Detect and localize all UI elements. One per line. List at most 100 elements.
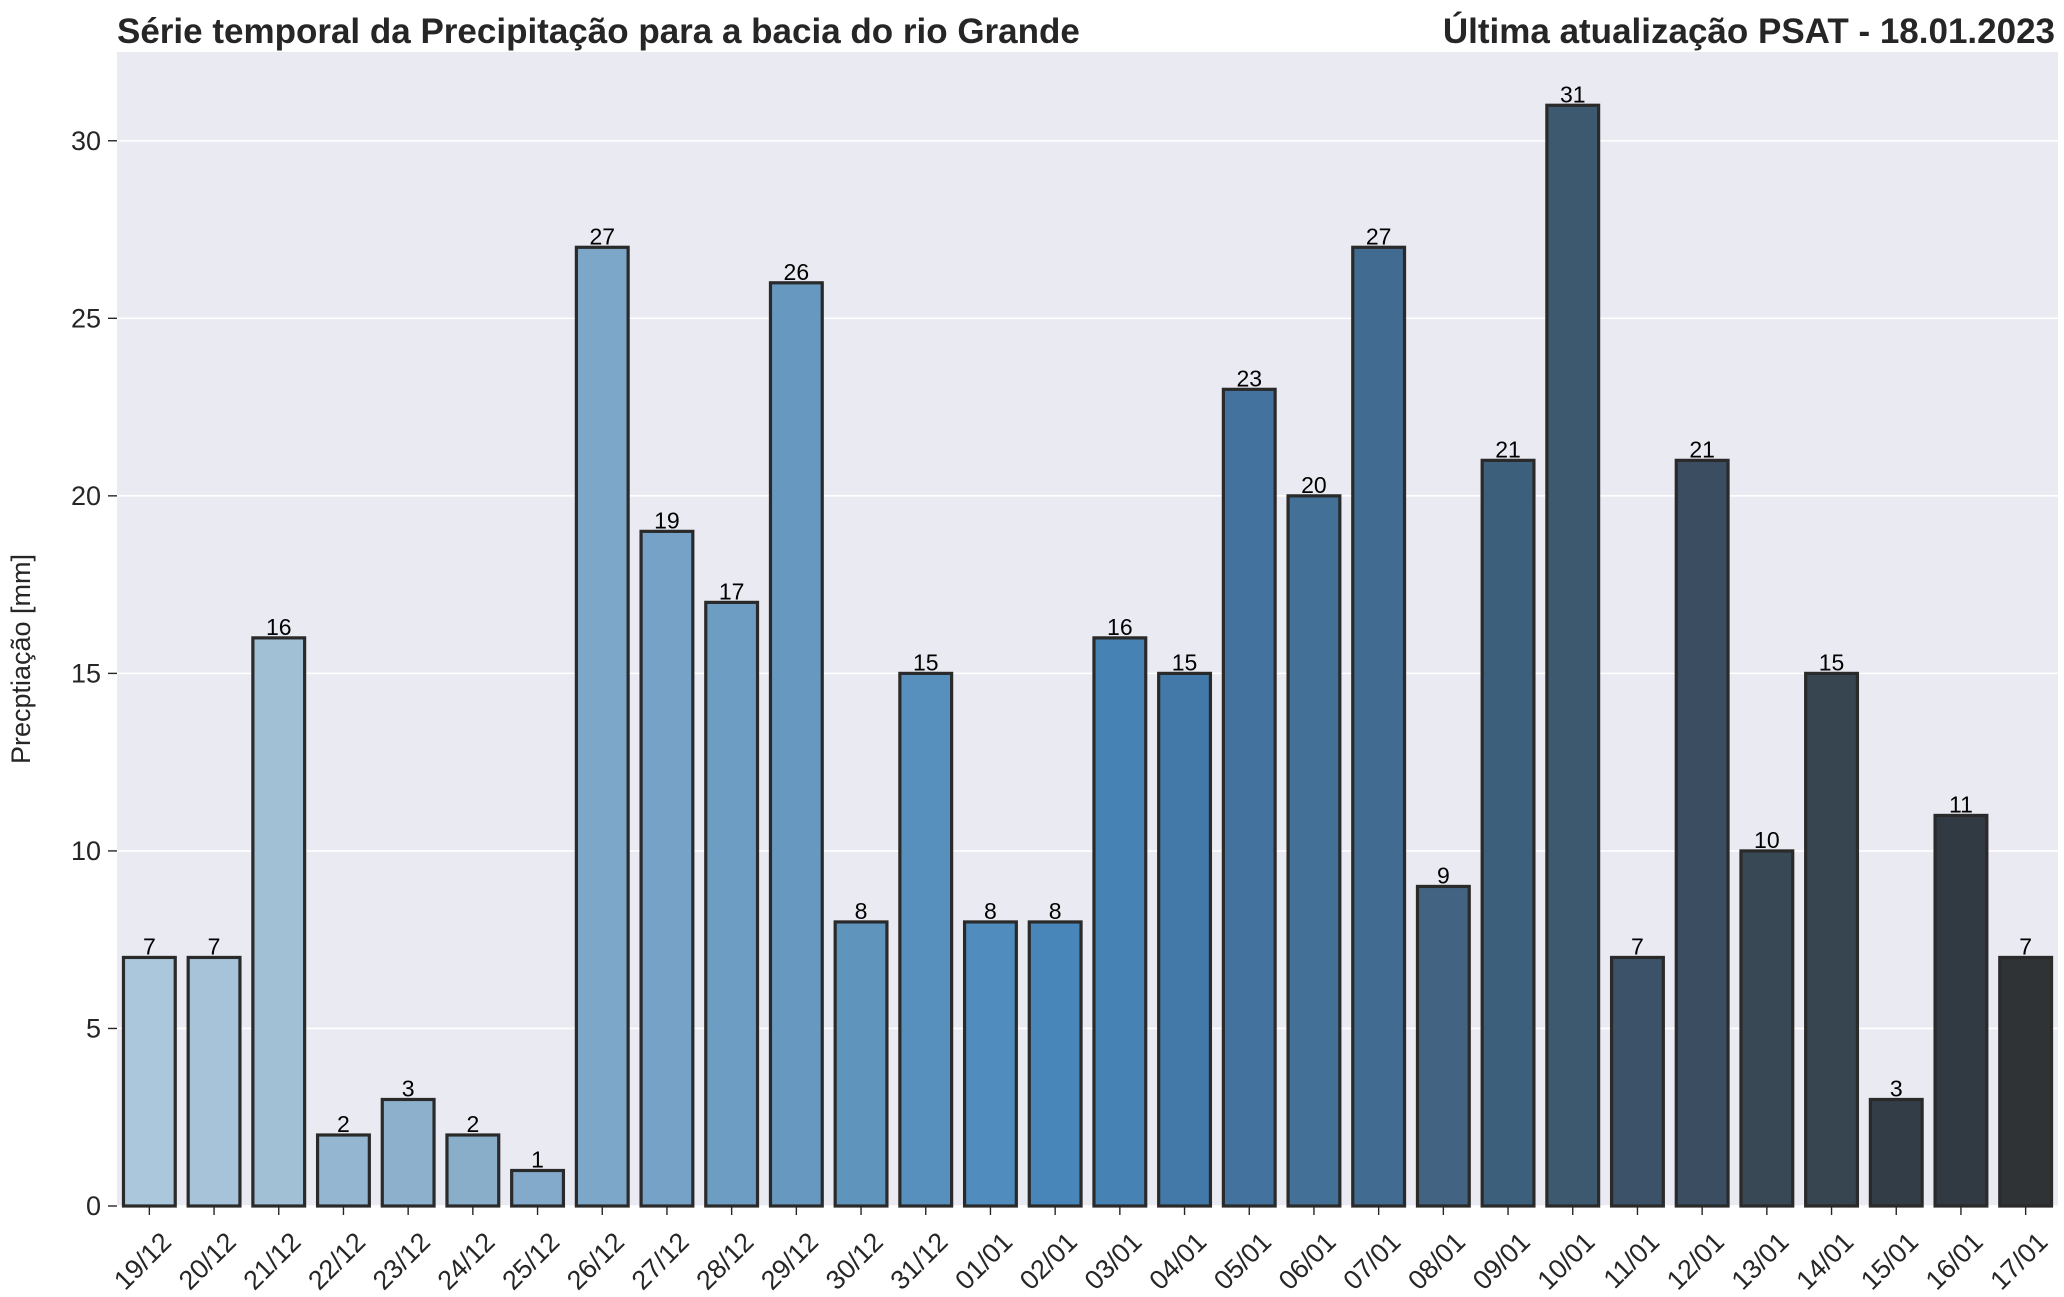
data-label: 16: [266, 614, 292, 640]
data-label: 8: [855, 898, 868, 924]
chart-subtitle: Última atualização PSAT - 18.01.2023: [1443, 11, 2055, 51]
x-tick-label: 03/01: [1079, 1227, 1148, 1296]
bar-16-01: [1933, 813, 1989, 1208]
bar-27-12: [639, 529, 695, 1208]
x-tick-label: 31/12: [885, 1227, 954, 1296]
x-tick-label: 04/01: [1143, 1227, 1212, 1296]
bar-03-01: [1092, 636, 1148, 1208]
x-axis-ticks: 19/1220/1221/1222/1223/1224/1225/1226/12…: [108, 1206, 2053, 1296]
bar-09-01: [1480, 458, 1536, 1208]
y-tick-label: 20: [71, 481, 101, 511]
x-tick-label: 14/01: [1790, 1227, 1859, 1296]
plot-area: [117, 52, 2058, 1206]
data-label: 15: [1819, 649, 1845, 675]
data-label: 2: [466, 1111, 479, 1137]
x-tick-label: 30/12: [820, 1227, 889, 1296]
chart-title: Série temporal da Precipitação para a ba…: [117, 12, 1080, 51]
x-tick-label: 22/12: [302, 1227, 371, 1296]
data-label: 16: [1107, 614, 1133, 640]
bar-01-01: [962, 920, 1018, 1208]
x-tick-label: 25/12: [496, 1227, 565, 1296]
data-label: 31: [1560, 81, 1586, 107]
x-tick-label: 13/01: [1726, 1227, 1795, 1296]
y-axis-label: Precptiação [mm]: [6, 554, 36, 764]
bar-11-01: [1609, 955, 1665, 1208]
bar-28-12: [704, 600, 760, 1208]
x-tick-label: 21/12: [238, 1227, 307, 1296]
bar-12-01: [1674, 458, 1730, 1208]
bar-25-12: [510, 1168, 566, 1208]
x-tick-label: 02/01: [1014, 1227, 1083, 1296]
data-label: 7: [1631, 933, 1644, 959]
bar-10-01: [1545, 103, 1601, 1208]
bar-19-12: [121, 955, 177, 1208]
data-label: 7: [143, 933, 156, 959]
data-label: 27: [589, 223, 615, 249]
bar-04-01: [1157, 671, 1213, 1208]
y-axis-ticks: 0 5 10 15 20 25 30: [71, 126, 117, 1221]
bar-07-01: [1351, 245, 1407, 1208]
x-tick-label: 19/12: [108, 1227, 177, 1296]
bar-20-12: [186, 955, 242, 1208]
x-tick-label: 09/01: [1467, 1227, 1536, 1296]
bar-14-01: [1804, 671, 1860, 1208]
data-label: 19: [654, 507, 680, 533]
x-tick-label: 01/01: [949, 1227, 1018, 1296]
bar-23-12: [380, 1097, 436, 1208]
x-tick-label: 28/12: [690, 1227, 759, 1296]
data-label: 7: [208, 933, 221, 959]
x-tick-label: 20/12: [173, 1227, 242, 1296]
x-tick-label: 07/01: [1337, 1227, 1406, 1296]
y-tick-label: 30: [71, 126, 101, 156]
x-tick-label: 15/01: [1855, 1227, 1924, 1296]
x-tick-label: 29/12: [755, 1227, 824, 1296]
data-label: 27: [1366, 223, 1392, 249]
data-label: 15: [913, 649, 939, 675]
bar-24-12: [445, 1133, 501, 1208]
bar-06-01: [1286, 494, 1342, 1208]
bar-26-12: [574, 245, 630, 1208]
data-label: 23: [1236, 365, 1262, 391]
data-label: 10: [1754, 827, 1780, 853]
bar-31-12: [898, 671, 954, 1208]
y-tick-label: 25: [71, 303, 101, 333]
bar-17-01: [1998, 955, 2054, 1208]
y-tick-label: 10: [71, 836, 101, 866]
x-tick-label: 27/12: [626, 1227, 695, 1296]
data-label: 11: [1949, 791, 1973, 817]
data-label: 1: [531, 1146, 544, 1172]
bar-30-12: [833, 920, 889, 1208]
data-label: 20: [1301, 472, 1327, 498]
data-label: 21: [1495, 436, 1521, 462]
bar-29-12: [768, 281, 824, 1208]
data-label: 8: [984, 898, 997, 924]
data-label: 2: [337, 1111, 350, 1137]
x-tick-label: 10/01: [1532, 1227, 1601, 1296]
x-tick-label: 12/01: [1661, 1227, 1730, 1296]
bar-02-01: [1027, 920, 1083, 1208]
data-label: 21: [1689, 436, 1715, 462]
x-tick-label: 17/01: [1984, 1227, 2053, 1296]
y-tick-label: 0: [86, 1191, 101, 1221]
bar-08-01: [1415, 884, 1471, 1208]
x-tick-label: 11/01: [1598, 1227, 1666, 1295]
bar-05-01: [1221, 387, 1277, 1208]
bar-22-12: [315, 1133, 371, 1208]
x-tick-label: 06/01: [1273, 1227, 1342, 1296]
data-label: 3: [402, 1075, 415, 1101]
x-tick-label: 08/01: [1402, 1227, 1471, 1296]
x-tick-label: 26/12: [561, 1227, 630, 1296]
data-label: 8: [1049, 898, 1062, 924]
y-tick-label: 15: [71, 658, 101, 688]
data-label: 17: [719, 578, 745, 604]
x-tick-label: 24/12: [432, 1227, 501, 1296]
data-label: 26: [784, 259, 810, 285]
x-tick-label: 23/12: [367, 1227, 436, 1296]
x-tick-label: 05/01: [1208, 1227, 1277, 1296]
bar-15-01: [1868, 1097, 1924, 1208]
bar-13-01: [1739, 849, 1795, 1208]
gridlines: [117, 139, 2058, 1207]
